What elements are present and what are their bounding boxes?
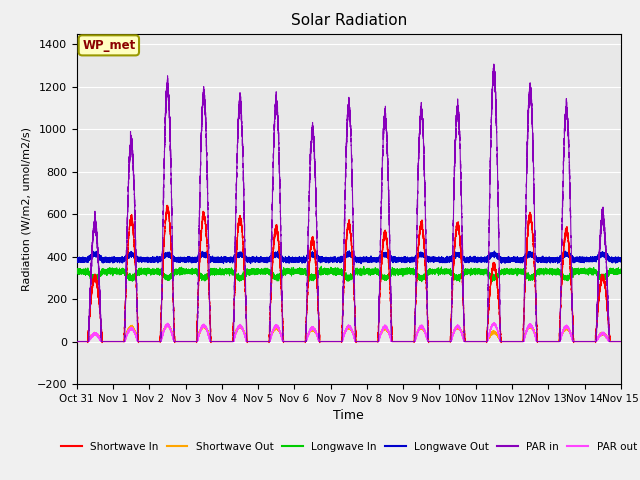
Title: Solar Radiation: Solar Radiation	[291, 13, 407, 28]
X-axis label: Time: Time	[333, 409, 364, 422]
Legend: Shortwave In, Shortwave Out, Longwave In, Longwave Out, PAR in, PAR out: Shortwave In, Shortwave Out, Longwave In…	[56, 438, 640, 456]
Text: WP_met: WP_met	[82, 39, 136, 52]
Y-axis label: Radiation (W/m2, umol/m2/s): Radiation (W/m2, umol/m2/s)	[21, 127, 31, 291]
